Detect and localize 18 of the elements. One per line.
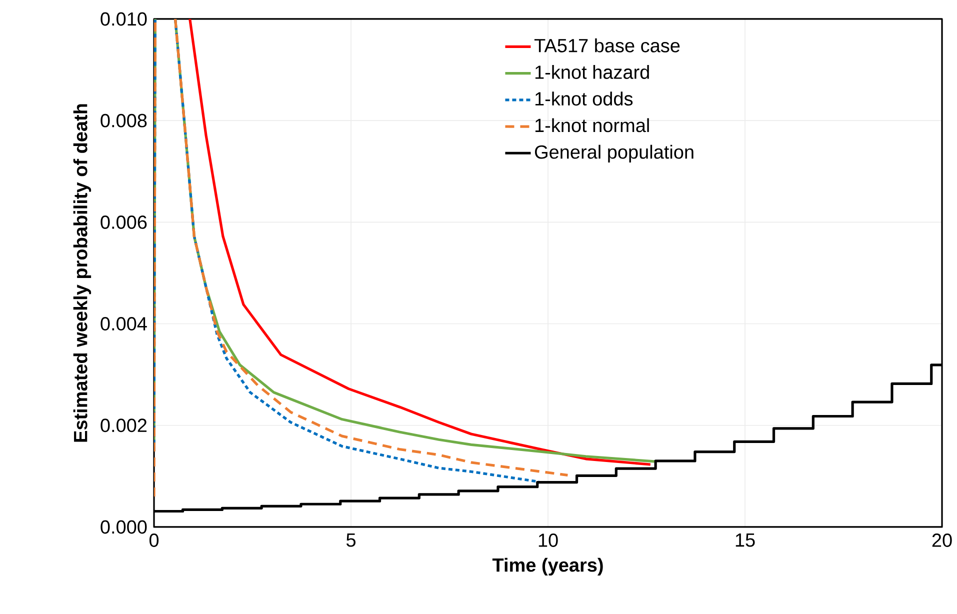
x-tick-label: 10 — [538, 534, 558, 547]
y-tick-label: 0.010 — [100, 12, 147, 26]
y-tick-label: 0.006 — [100, 215, 147, 229]
x-tick-label: 5 — [346, 534, 356, 547]
legend-label: 1-knot hazard — [535, 65, 649, 79]
x-tick-label: 20 — [932, 534, 952, 547]
x-tick-label: 0 — [149, 534, 159, 547]
legend-label: General population — [534, 144, 694, 163]
legend-label: 1-knot normal — [535, 118, 649, 132]
y-tick-label: 0.002 — [100, 418, 147, 432]
x-tick-label: 15 — [736, 534, 755, 547]
legend-label: TA517 base case — [534, 38, 680, 52]
legend-label: 1-knot odds — [535, 92, 633, 106]
y-tick-label: 0.004 — [100, 317, 147, 331]
y-axis-title: Estimated weekly probability of death — [73, 104, 92, 442]
y-tick-label: 0.000 — [100, 520, 147, 534]
x-axis-title: Time (years) — [492, 558, 603, 576]
y-tick-label: 0.008 — [100, 114, 147, 128]
